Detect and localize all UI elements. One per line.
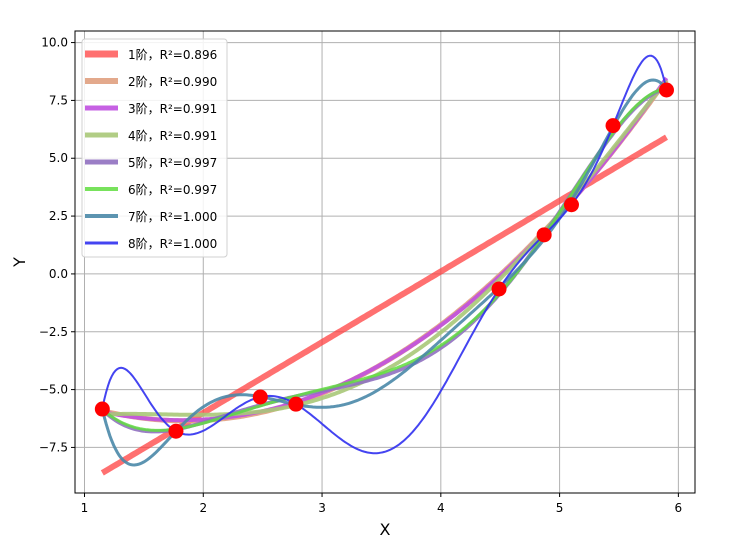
data-point <box>491 281 507 297</box>
x-tick-label: 5 <box>556 501 564 515</box>
x-tick-label: 4 <box>437 501 445 515</box>
y-tick-label: 10.0 <box>41 36 68 50</box>
y-tick-label: −7.5 <box>39 440 68 454</box>
fit-line-degree-6 <box>101 87 667 432</box>
legend-r2-label: ，R²= <box>148 183 183 197</box>
y-tick-label: 5.0 <box>49 151 68 165</box>
y-axis-label: Y <box>10 257 29 268</box>
data-point <box>605 118 621 134</box>
legend-entry: 3阶，R²=0.991 <box>128 102 217 116</box>
data-point <box>168 423 184 439</box>
legend-r2-value: 0.896 <box>183 48 217 62</box>
legend-entry: 2阶，R²=0.990 <box>128 75 217 89</box>
y-tick-label: 0.0 <box>49 267 68 281</box>
legend-entry: 5阶，R²=0.997 <box>128 156 217 170</box>
legend-series-name: 8阶 <box>128 237 148 251</box>
legend-series-name: 7阶 <box>128 210 148 224</box>
legend-series-name: 2阶 <box>128 75 148 89</box>
data-point <box>563 197 579 213</box>
legend-r2-label: ，R²= <box>148 210 183 224</box>
legend-series-name: 5阶 <box>128 156 148 170</box>
legend-r2-value: 0.990 <box>183 75 217 89</box>
data-point <box>94 401 110 417</box>
legend-entry: 4阶，R²=0.991 <box>128 129 217 143</box>
legend-r2-label: ，R²= <box>148 48 183 62</box>
legend-r2-value: 0.991 <box>183 129 217 143</box>
legend-entry: 6阶，R²=0.997 <box>128 183 217 197</box>
data-point <box>252 389 268 405</box>
x-axis-label: X <box>380 520 391 539</box>
data-point <box>536 227 552 243</box>
legend-r2-value: 0.997 <box>183 183 217 197</box>
x-tick-label: 6 <box>675 501 683 515</box>
legend-r2-value: 0.991 <box>183 102 217 116</box>
legend-r2-label: ，R²= <box>148 156 183 170</box>
legend-r2-value: 1.000 <box>183 210 217 224</box>
data-point <box>658 82 674 98</box>
y-tick-label: 2.5 <box>49 209 68 223</box>
y-tick-label: −5.0 <box>39 383 68 397</box>
legend-entry: 8阶，R²=1.000 <box>128 237 217 251</box>
y-tick-label: −2.5 <box>39 325 68 339</box>
axes-frame <box>74 30 696 494</box>
x-tick-label: 2 <box>199 501 207 515</box>
legend-series-name: 3阶 <box>128 102 148 116</box>
legend-r2-label: ，R²= <box>148 129 183 143</box>
legend-r2-label: ，R²= <box>148 75 183 89</box>
legend-r2-label: ，R²= <box>148 102 183 116</box>
legend-entry: 1阶，R²=0.896 <box>128 48 217 62</box>
legend-series-name: 1阶 <box>128 48 148 62</box>
legend-r2-value: 1.000 <box>183 237 217 251</box>
y-tick-label: 7.5 <box>49 93 68 107</box>
legend-series-name: 4阶 <box>128 129 148 143</box>
legend-r2-label: ，R²= <box>148 237 183 251</box>
legend: 1阶，R²=0.8962阶，R²=0.9903阶，R²=0.9914阶，R²=0… <box>81 38 228 258</box>
data-point <box>288 396 304 412</box>
legend-entry: 7阶，R²=1.000 <box>128 210 217 224</box>
legend-r2-value: 0.997 <box>183 156 217 170</box>
x-tick-label: 3 <box>318 501 326 515</box>
legend-series-name: 6阶 <box>128 183 148 197</box>
x-tick-label: 1 <box>81 501 89 515</box>
